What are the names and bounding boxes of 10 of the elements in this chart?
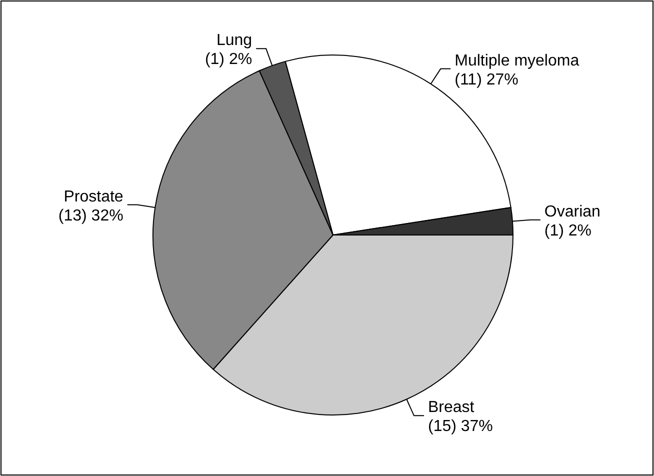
slice-label: Lung bbox=[216, 32, 252, 50]
data-label: (1) 2% bbox=[204, 51, 252, 68]
slice-label: Multiple myeloma bbox=[454, 52, 580, 70]
data-label: (1) 2% bbox=[544, 222, 592, 240]
slice-label: Ovarian bbox=[544, 203, 600, 220]
slice-label: Prostate bbox=[64, 188, 124, 206]
data-label: (11) 27% bbox=[454, 71, 518, 88]
slice-label: Breast bbox=[428, 399, 475, 416]
data-label: (13) 32% bbox=[58, 207, 124, 224]
data-label: (15) 37% bbox=[428, 418, 493, 436]
